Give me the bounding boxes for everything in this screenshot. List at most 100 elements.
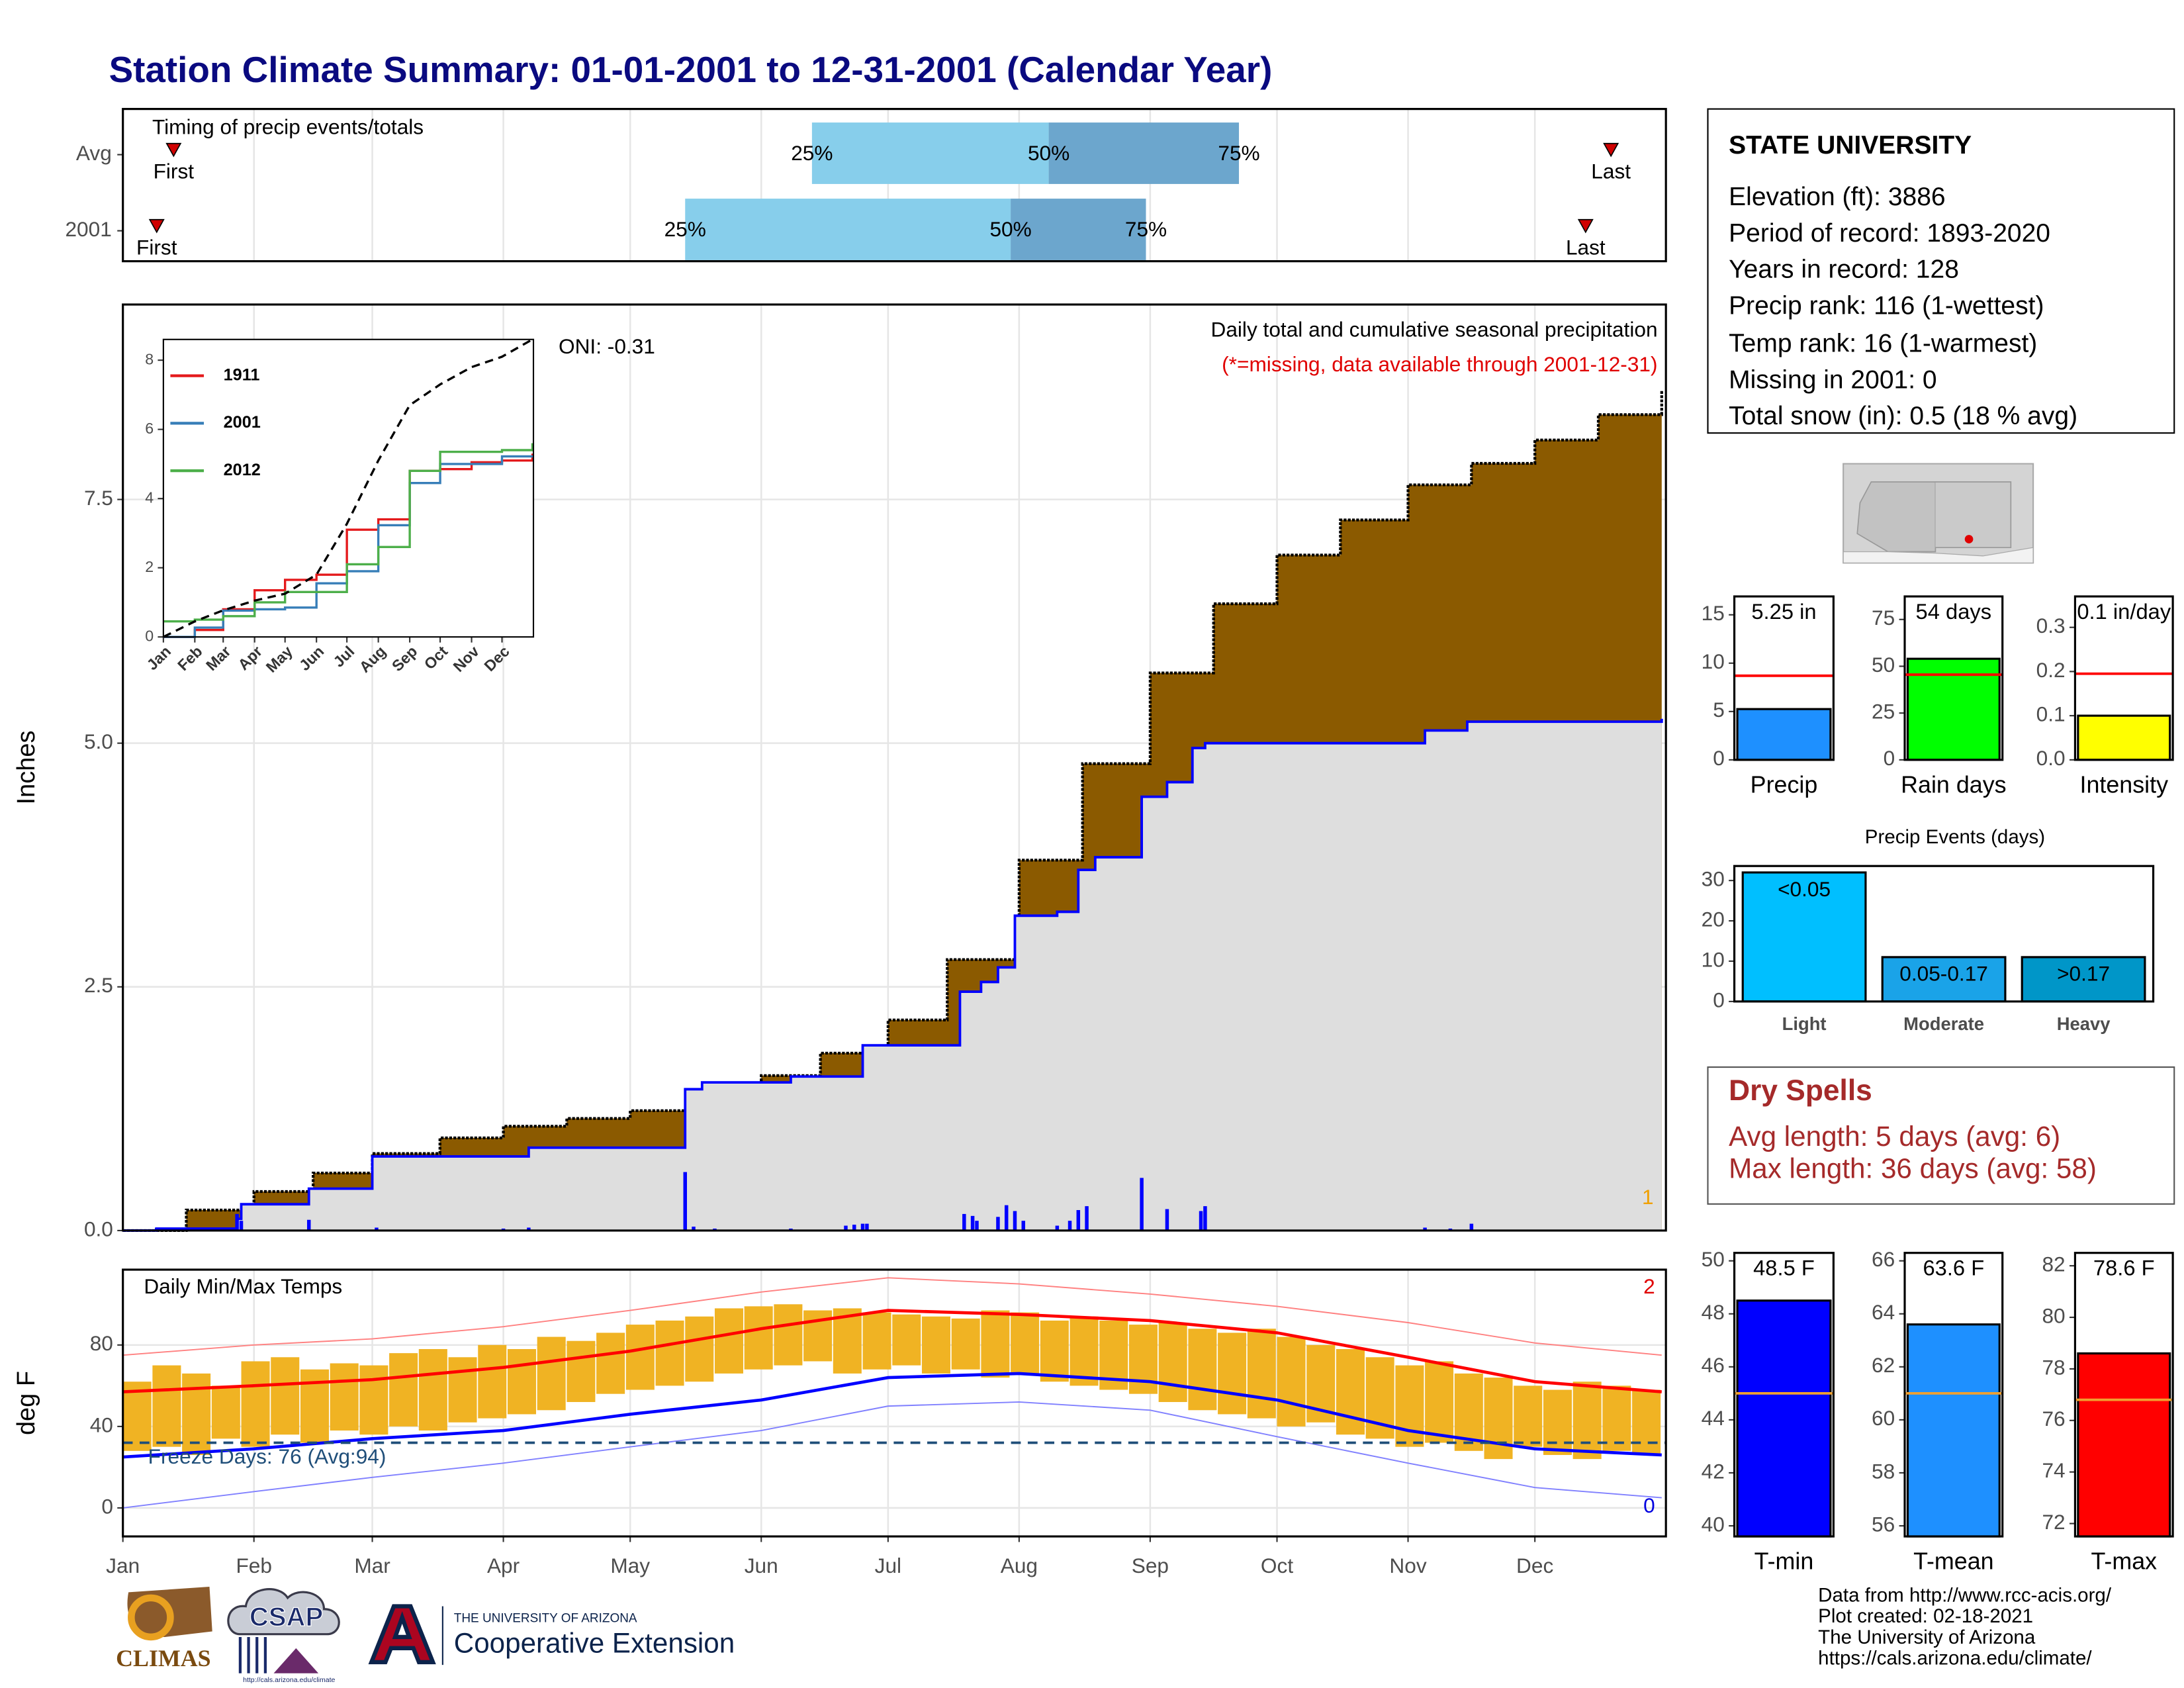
y-tick-label: 82 bbox=[2042, 1252, 2065, 1276]
x-tick-label: Mar bbox=[354, 1554, 390, 1577]
quartile-bar bbox=[685, 199, 1011, 260]
footer-line: The University of Arizona bbox=[1818, 1626, 2036, 1648]
csap-text: CSAP bbox=[250, 1603, 323, 1632]
y-tick-label: 0.0 bbox=[84, 1217, 113, 1241]
footer-line: Plot created: 02-18-2021 bbox=[1818, 1605, 2033, 1627]
bar bbox=[2077, 1352, 2171, 1538]
ua-logo bbox=[368, 1604, 436, 1665]
x-tick-label: Apr bbox=[487, 1554, 520, 1577]
daily-range-bar bbox=[1218, 1333, 1247, 1415]
daily-bar bbox=[852, 1225, 856, 1231]
plot-frame bbox=[122, 303, 1667, 1232]
x-tick-label: Jun bbox=[745, 1554, 778, 1577]
value-label: 0.1 in/day bbox=[2077, 600, 2171, 625]
dry-title: Dry Spells bbox=[1729, 1074, 1872, 1107]
daily-range-bar bbox=[330, 1363, 359, 1431]
station-line: Missing in 2001: 0 bbox=[1729, 365, 1936, 394]
y-tick-label: 80 bbox=[2042, 1303, 2065, 1327]
station-name: STATE UNIVERSITY bbox=[1729, 131, 1972, 160]
y-tick-label: 2.5 bbox=[84, 973, 113, 997]
value-label: 48.5 F bbox=[1753, 1257, 1815, 1281]
y-tick-label: 56 bbox=[1872, 1512, 1895, 1536]
daily-range-bar bbox=[596, 1333, 625, 1394]
daily-bar bbox=[683, 1172, 687, 1231]
cumulative-line bbox=[122, 718, 1663, 1232]
dry-frame bbox=[1707, 1066, 2175, 1205]
csap-rain bbox=[238, 1636, 267, 1673]
daily-bar bbox=[844, 1225, 848, 1231]
daily-range-bar bbox=[862, 1312, 891, 1370]
plot-frame bbox=[122, 1268, 1667, 1538]
daily-bar bbox=[692, 1227, 696, 1231]
daily-range-bar bbox=[1484, 1378, 1513, 1460]
quartile-label: 50% bbox=[1028, 141, 1069, 165]
category-label: Intensity bbox=[2079, 771, 2168, 798]
daily-range-bar bbox=[951, 1318, 980, 1370]
daily-range-bar bbox=[1336, 1348, 1365, 1435]
daily-range-bar bbox=[300, 1369, 329, 1443]
daily-range-bar bbox=[389, 1353, 418, 1427]
series-line bbox=[163, 443, 534, 623]
y-tick-label: 40 bbox=[1702, 1512, 1725, 1536]
event-label: Last bbox=[1591, 159, 1631, 183]
daily-range-bar bbox=[122, 1382, 152, 1451]
y-tick-label: 76 bbox=[2042, 1407, 2065, 1430]
legend-label: 2001 bbox=[224, 413, 261, 432]
daily-range-bar bbox=[714, 1308, 743, 1374]
y-tick-label: 62 bbox=[1872, 1353, 1895, 1377]
daily-range-bar bbox=[478, 1344, 507, 1419]
plot-frame bbox=[1733, 1252, 1835, 1538]
footer: Data from http://www.rcc-acis.org/ Plot … bbox=[1818, 1585, 2112, 1669]
daily-bar bbox=[1013, 1211, 1017, 1231]
daily-bar bbox=[1021, 1221, 1026, 1231]
station-line: Elevation (ft): 3886 bbox=[1729, 183, 1945, 211]
quartile-bar bbox=[811, 122, 1049, 184]
logos: CLIMAS CSAP http://cals.arizona.edu/clim… bbox=[116, 1586, 735, 1684]
record-max-line bbox=[122, 1277, 1662, 1356]
x-tick-label: Sep bbox=[1132, 1554, 1169, 1577]
event-label: First bbox=[154, 159, 195, 183]
y-tick-label: 42 bbox=[1702, 1459, 1725, 1483]
map-state bbox=[1935, 481, 2012, 549]
y-tick-label: 0 bbox=[1713, 988, 1725, 1011]
plot-frame bbox=[122, 108, 1667, 263]
event-marker bbox=[165, 142, 182, 158]
footer-line: https://cals.arizona.edu/climate/ bbox=[1818, 1647, 2092, 1669]
subtitle: Timing of precip events/totals bbox=[152, 115, 424, 139]
daily-range-bar bbox=[241, 1361, 270, 1447]
bar-label: >0.17 bbox=[2057, 962, 2110, 986]
page-title: Station Climate Summary: 01-01-2001 to 1… bbox=[109, 49, 1273, 90]
daily-range-bar bbox=[537, 1336, 566, 1411]
daily-range-bar bbox=[892, 1314, 921, 1366]
y-tick-label: 78 bbox=[2042, 1355, 2065, 1379]
y-tick-label: 64 bbox=[1872, 1300, 1895, 1324]
y-tick-label: 60 bbox=[1872, 1406, 1895, 1430]
daily-range-bar bbox=[744, 1306, 773, 1370]
station-line: Period of record: 1893-2020 bbox=[1729, 219, 2050, 248]
y-tick-label: 0 bbox=[145, 627, 154, 644]
y-tick-label: 7.5 bbox=[84, 486, 113, 510]
daily-range-bar bbox=[507, 1348, 536, 1415]
csap-url: http://cals.arizona.edu/climate bbox=[243, 1676, 335, 1684]
station-frame bbox=[1707, 108, 2175, 434]
y-tick-label: 50 bbox=[1702, 1247, 1725, 1271]
x-tick-label: Oct bbox=[1261, 1554, 1293, 1577]
y-tick-label: 20 bbox=[1702, 907, 1725, 931]
daily-bar bbox=[235, 1213, 239, 1231]
daily-range-bar bbox=[1543, 1389, 1572, 1455]
daily-range-bar bbox=[211, 1385, 240, 1439]
daily-range-bar bbox=[655, 1320, 684, 1386]
y-tick-label: 2001 bbox=[65, 217, 111, 241]
csap-cloud bbox=[227, 1588, 340, 1636]
y-tick-label: 72 bbox=[2042, 1510, 2065, 1534]
quartile-label: 75% bbox=[1218, 141, 1259, 165]
value-label-box: 5.25 in bbox=[1751, 600, 1816, 624]
event-marker bbox=[148, 218, 165, 234]
value-label-box: 78.6 F bbox=[2093, 1257, 2155, 1281]
quartile-label: 25% bbox=[791, 141, 833, 165]
quartile-label: 75% bbox=[1125, 217, 1167, 241]
daily-bar bbox=[1469, 1223, 1474, 1231]
daily-bar bbox=[1165, 1209, 1169, 1231]
daily-bar bbox=[1423, 1227, 1427, 1231]
